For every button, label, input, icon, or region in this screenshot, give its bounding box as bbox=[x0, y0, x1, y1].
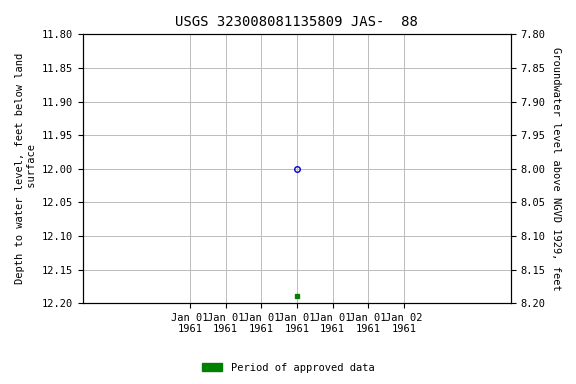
Y-axis label: Depth to water level, feet below land
 surface: Depth to water level, feet below land su… bbox=[15, 53, 37, 284]
Title: USGS 323008081135809 JAS-  88: USGS 323008081135809 JAS- 88 bbox=[176, 15, 418, 29]
Y-axis label: Groundwater level above NGVD 1929, feet: Groundwater level above NGVD 1929, feet bbox=[551, 47, 561, 291]
Legend: Period of approved data: Period of approved data bbox=[198, 359, 378, 377]
